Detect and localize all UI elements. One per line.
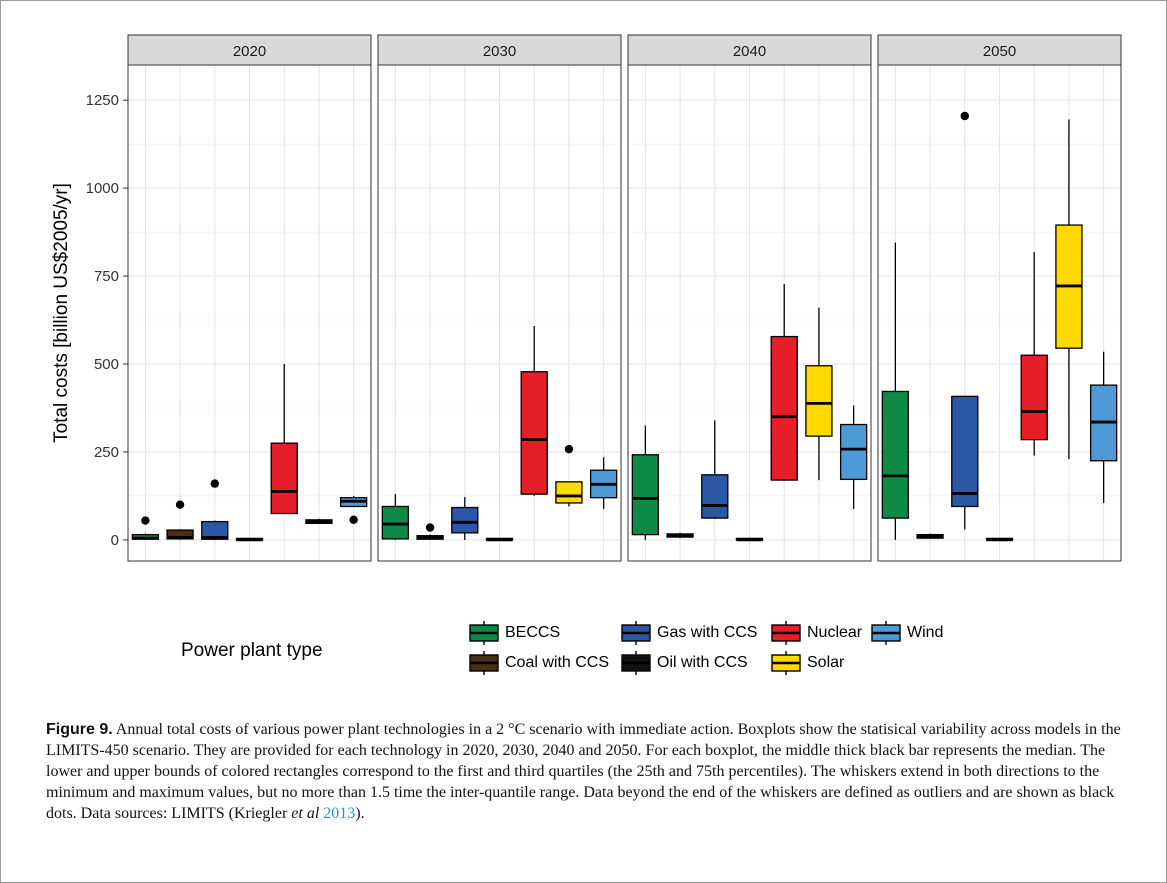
facet-2040-wind-box <box>839 423 868 481</box>
legend-item-oil-with-ccs: Oil with CCS <box>621 651 748 675</box>
facet-2020-gas-with-ccs-outlier <box>210 479 219 488</box>
legend-key-oil-with-ccs <box>621 651 651 675</box>
facet-2050-gas-with-ccs-box <box>951 395 979 508</box>
legend-label-oil-with-ccs: Oil with CCS <box>657 654 748 671</box>
legend-key-beccs <box>469 621 499 645</box>
y-tick-label: 250 <box>94 444 119 461</box>
facet-2040-label: 2040 <box>733 43 766 60</box>
facet-2050-nuclear-box <box>1020 354 1048 441</box>
facet-2030-border <box>377 64 622 562</box>
facet-2020-coal-with-ccs-outlier <box>175 500 185 509</box>
y-axis-title: Total costs [billion US$2005/yr] <box>51 183 72 443</box>
facet-2020-coal-with-ccs-box <box>166 529 194 540</box>
legend-title: Power plant type <box>181 640 323 661</box>
legend-label-solar: Solar <box>807 654 845 671</box>
facet-2040-nuclear-box <box>770 335 798 481</box>
legend-item-beccs: BECCS <box>469 621 560 645</box>
facet-2030-solar-box <box>555 481 583 504</box>
y-tick-label: 0 <box>111 532 119 549</box>
facet-2030-solar-outlier <box>564 444 574 454</box>
boxplot-chart: Total costs [billion US$2005/yr] 0 250 500 7… <box>51 34 1122 562</box>
facet-2040-gas-with-ccs-box <box>701 474 729 519</box>
legend-item-wind: Wind <box>871 621 943 645</box>
facet-2020-nuclear-box <box>270 442 298 515</box>
facet-2030-gas-with-ccs-box <box>451 506 479 534</box>
legend: Power plant type BECCS Coal with CCS <box>181 613 981 683</box>
figure-caption: Figure 9. Annual total costs of various … <box>46 719 1131 824</box>
y-tick-label: 500 <box>94 356 119 373</box>
legend-label-gas-with-ccs: Gas with CCS <box>657 624 758 641</box>
facet-2020-gas-with-ccs-box <box>201 520 229 540</box>
facet-2020-beccs-outlier <box>141 516 150 525</box>
facet-2050-gas-with-ccs-outlier <box>960 111 969 121</box>
facet-2050-beccs-box <box>881 390 910 519</box>
legend-key-solar <box>771 651 801 675</box>
caption-text: Annual total costs of various power plan… <box>46 721 1121 822</box>
facet-2030-strip <box>377 34 622 66</box>
facet-2050-border <box>877 64 1122 562</box>
legend-label-coal-with-ccs: Coal with CCS <box>505 654 610 671</box>
facet-2050-label: 2050 <box>983 43 1016 60</box>
caption-label: Figure 9. <box>46 721 113 738</box>
facet-2050-strip <box>877 34 1122 66</box>
facet-2030-coal-with-ccs-outlier <box>425 523 435 532</box>
facet-2020-wind-outlier <box>349 515 358 525</box>
legend-label-nuclear: Nuclear <box>807 624 863 641</box>
facet-2030-nuclear-box <box>520 371 548 495</box>
y-tick-label: 1000 <box>86 180 119 197</box>
citation-link[interactable]: 2013 <box>323 805 356 822</box>
facet-2040-solar-box <box>805 365 833 437</box>
legend-key-coal-with-ccs <box>469 651 499 675</box>
facet-2020-label: 2020 <box>233 43 266 60</box>
legend-item-solar: Solar <box>771 651 844 675</box>
legend-item-coal-with-ccs: Coal with CCS <box>469 651 609 675</box>
legend-key-wind <box>871 621 901 645</box>
facet-2040-border <box>627 64 872 562</box>
legend-label-wind: Wind <box>907 624 944 641</box>
legend-key-gas-with-ccs <box>621 621 651 645</box>
facet-2040-strip <box>627 34 872 66</box>
facet-2020-border <box>127 64 372 562</box>
legend-item-nuclear: Nuclear <box>771 621 862 645</box>
facet-2030-beccs-box <box>381 505 410 540</box>
caption-text-end: ). <box>355 805 365 822</box>
y-tick-label: 750 <box>94 268 119 285</box>
facet-2040-beccs-box <box>631 454 660 536</box>
legend-item-gas-with-ccs: Gas with CCS <box>621 621 757 645</box>
facet-2030-label: 2030 <box>483 43 516 60</box>
caption-cite-etal: et al <box>291 805 320 822</box>
legend-key-nuclear <box>771 621 801 645</box>
legend-label-beccs: BECCS <box>505 624 561 641</box>
y-tick-label: 1250 <box>86 92 119 109</box>
